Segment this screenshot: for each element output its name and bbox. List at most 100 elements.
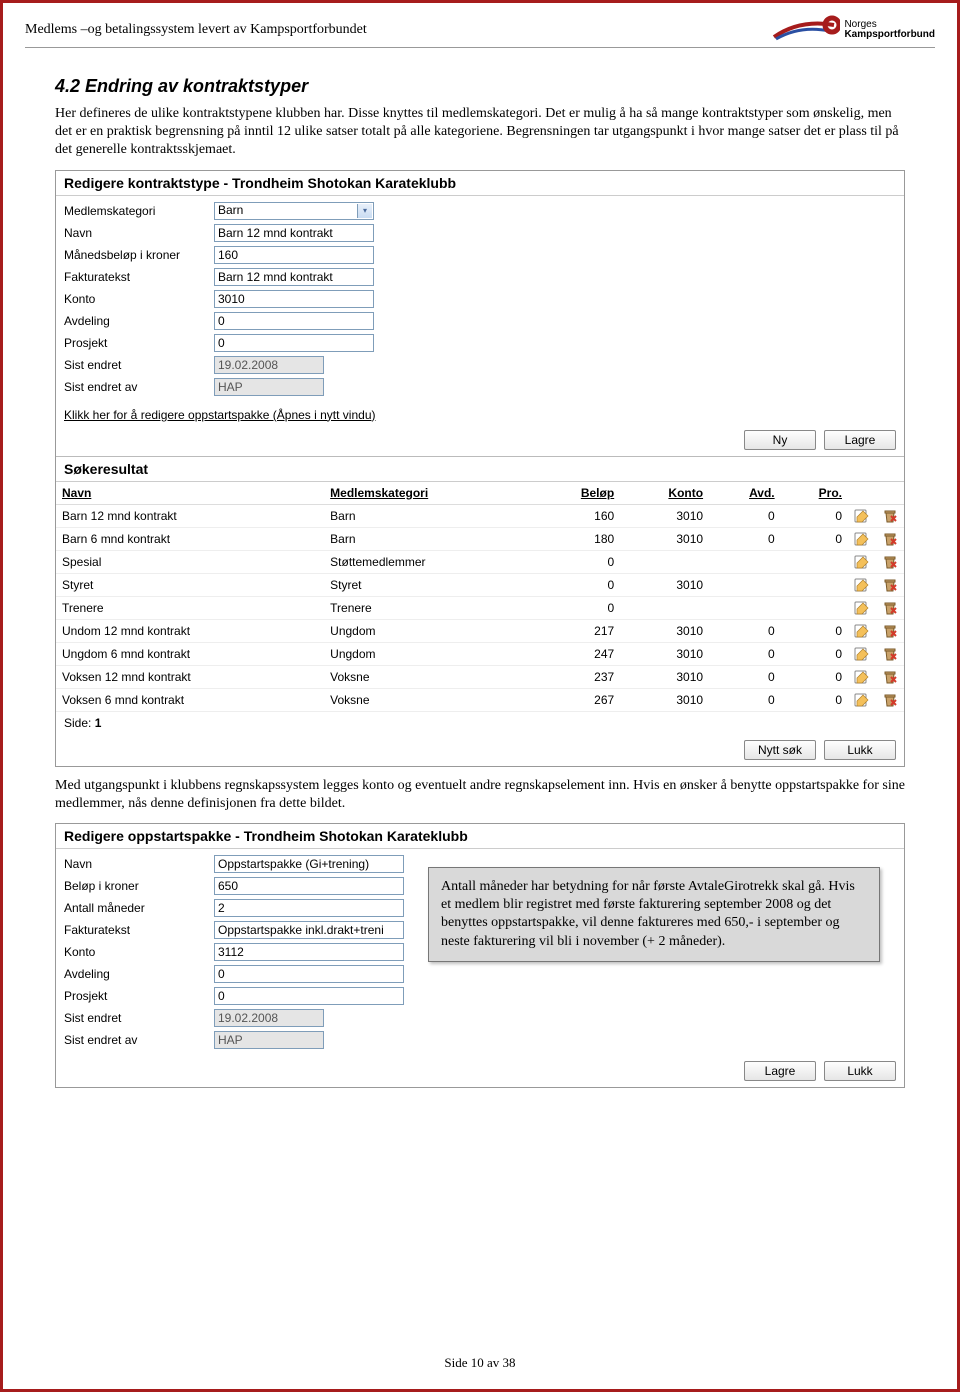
medlemskategori-label: Medlemskategori [64, 204, 214, 218]
page-indicator: Side: 1 [56, 712, 904, 734]
results-table: Navn Medlemskategori Beløp Konto Avd. Pr… [56, 482, 904, 712]
cell-pro [781, 573, 848, 596]
edit-icon[interactable] [854, 554, 870, 570]
table-row: TrenereTrenere0 [56, 596, 904, 619]
nytt-sok-button[interactable]: Nytt søk [744, 740, 816, 760]
delete-icon[interactable] [882, 531, 898, 547]
panel2-title: Redigere oppstartspakke - Trondheim Shot… [56, 824, 904, 849]
chevron-down-icon: ▾ [357, 204, 372, 218]
edit-icon[interactable] [854, 623, 870, 639]
edit-startpackage-link[interactable]: Klikk her for å redigere oppstartspakke … [56, 402, 904, 424]
medlemskategori-select[interactable]: Barn ▾ [214, 202, 374, 220]
col-avd[interactable]: Avd. [709, 482, 781, 505]
p2-sistendretav-readonly [214, 1031, 324, 1049]
sokeresultat-title: Søkeresultat [56, 456, 904, 482]
delete-icon[interactable] [882, 600, 898, 616]
lagre-button[interactable]: Lagre [824, 430, 896, 450]
edit-icon[interactable] [854, 508, 870, 524]
col-pro[interactable]: Pro. [781, 482, 848, 505]
cell-avd: 0 [709, 527, 781, 550]
edit-icon[interactable] [854, 600, 870, 616]
col-belop[interactable]: Beløp [534, 482, 620, 505]
p2-antall-input[interactable] [214, 899, 404, 917]
logo-icon [770, 15, 840, 45]
table-row: Voksen 6 mnd kontraktVoksne267301000 [56, 688, 904, 711]
col-kat[interactable]: Medlemskategori [324, 482, 534, 505]
prosjekt-input[interactable] [214, 334, 374, 352]
delete-icon[interactable] [882, 554, 898, 570]
delete-icon[interactable] [882, 646, 898, 662]
cell-konto [620, 596, 709, 619]
p2-navn-label: Navn [64, 857, 214, 871]
cell-belop: 217 [534, 619, 620, 642]
sistendret-readonly [214, 356, 324, 374]
p2-avdeling-input[interactable] [214, 965, 404, 983]
edit-icon[interactable] [854, 692, 870, 708]
p2-belop-input[interactable] [214, 877, 404, 895]
table-row: Ungdom 6 mnd kontraktUngdom247301000 [56, 642, 904, 665]
lukk-button[interactable]: Lukk [824, 740, 896, 760]
table-row: Barn 12 mnd kontraktBarn160301000 [56, 504, 904, 527]
cell-pro: 0 [781, 527, 848, 550]
p2-lukk-button[interactable]: Lukk [824, 1061, 896, 1081]
cell-belop: 0 [534, 596, 620, 619]
cell-belop: 180 [534, 527, 620, 550]
cell-belop: 0 [534, 550, 620, 573]
cell-konto: 3010 [620, 642, 709, 665]
cell-navn: Voksen 6 mnd kontrakt [56, 688, 324, 711]
p2-belop-label: Beløp i kroner [64, 879, 214, 893]
manedsbelop-input[interactable] [214, 246, 374, 264]
avdeling-input[interactable] [214, 312, 374, 330]
callout-wrap: Antall måneder har betydning for når før… [416, 849, 904, 1055]
cell-kat: Barn [324, 527, 534, 550]
cell-pro: 0 [781, 665, 848, 688]
cell-belop: 0 [534, 573, 620, 596]
delete-icon[interactable] [882, 692, 898, 708]
cell-avd: 0 [709, 504, 781, 527]
cell-navn: Barn 12 mnd kontrakt [56, 504, 324, 527]
cell-navn: Spesial [56, 550, 324, 573]
p2-prosjekt-input[interactable] [214, 987, 404, 1005]
konto-label: Konto [64, 292, 214, 306]
cell-pro [781, 550, 848, 573]
content: 4.2 Endring av kontraktstyper Her define… [25, 48, 935, 1088]
medlemskategori-value: Barn [218, 203, 243, 217]
cell-pro [781, 596, 848, 619]
delete-icon[interactable] [882, 577, 898, 593]
table-row: SpesialStøttemedlemmer0 [56, 550, 904, 573]
edit-icon[interactable] [854, 669, 870, 685]
edit-contract-panel: Redigere kontraktstype - Trondheim Shoto… [55, 170, 905, 767]
cell-kat: Barn [324, 504, 534, 527]
navn-input[interactable] [214, 224, 374, 242]
edit-icon[interactable] [854, 646, 870, 662]
panel2-form: Navn Beløp i kroner Antall måneder Faktu… [56, 849, 416, 1055]
p2-navn-input[interactable] [214, 855, 404, 873]
cell-konto: 3010 [620, 619, 709, 642]
cell-konto: 3010 [620, 688, 709, 711]
edit-icon[interactable] [854, 531, 870, 547]
fakturatekst-input[interactable] [214, 268, 374, 286]
p2-konto-input[interactable] [214, 943, 404, 961]
p2-antall-label: Antall måneder [64, 901, 214, 915]
col-konto[interactable]: Konto [620, 482, 709, 505]
edit-startpackage-panel: Redigere oppstartspakke - Trondheim Shot… [55, 823, 905, 1088]
p2-lagre-button[interactable]: Lagre [744, 1061, 816, 1081]
prosjekt-label: Prosjekt [64, 336, 214, 350]
delete-icon[interactable] [882, 669, 898, 685]
cell-belop: 247 [534, 642, 620, 665]
page: Medlems –og betalingssystem levert av Ka… [0, 0, 960, 1392]
avdeling-label: Avdeling [64, 314, 214, 328]
edit-icon[interactable] [854, 577, 870, 593]
cell-avd: 0 [709, 665, 781, 688]
p2-fakturatekst-input[interactable] [214, 921, 404, 939]
ny-button[interactable]: Ny [744, 430, 816, 450]
konto-input[interactable] [214, 290, 374, 308]
cell-pro: 0 [781, 688, 848, 711]
cell-kat: Støttemedlemmer [324, 550, 534, 573]
delete-icon[interactable] [882, 623, 898, 639]
delete-icon[interactable] [882, 508, 898, 524]
cell-belop: 267 [534, 688, 620, 711]
col-navn[interactable]: Navn [56, 482, 324, 505]
cell-kat: Trenere [324, 596, 534, 619]
p2-sistendretav-label: Sist endret av [64, 1033, 214, 1047]
